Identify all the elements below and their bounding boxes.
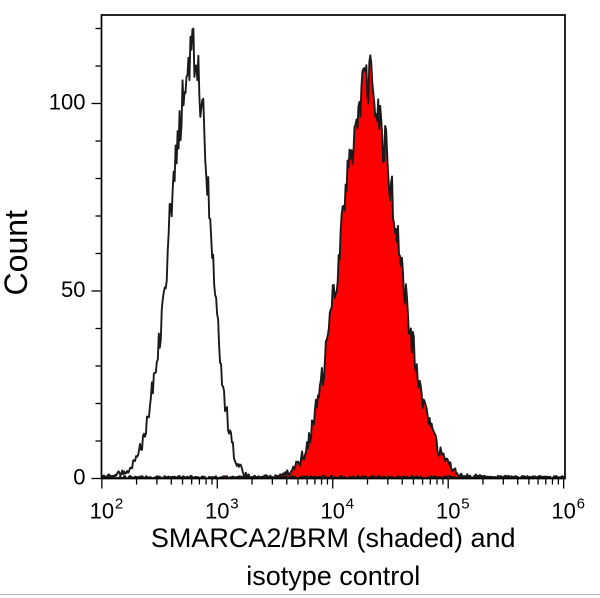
svg-text:6: 6 — [577, 496, 585, 513]
svg-text:0: 0 — [73, 464, 85, 489]
svg-text:Count: Count — [0, 210, 34, 296]
svg-text:50: 50 — [61, 277, 85, 302]
svg-text:2: 2 — [115, 496, 123, 513]
svg-text:5: 5 — [461, 496, 469, 513]
svg-text:10: 10 — [320, 499, 344, 524]
svg-text:isotype control: isotype control — [246, 561, 420, 591]
svg-text:10: 10 — [205, 499, 229, 524]
svg-text:SMARCA2/BRM (shaded) and: SMARCA2/BRM (shaded) and — [151, 523, 516, 553]
svg-text:10: 10 — [551, 499, 575, 524]
svg-text:10: 10 — [436, 499, 460, 524]
svg-text:100: 100 — [49, 89, 86, 114]
svg-text:10: 10 — [90, 499, 114, 524]
svg-text:4: 4 — [346, 496, 354, 513]
svg-text:3: 3 — [230, 496, 238, 513]
